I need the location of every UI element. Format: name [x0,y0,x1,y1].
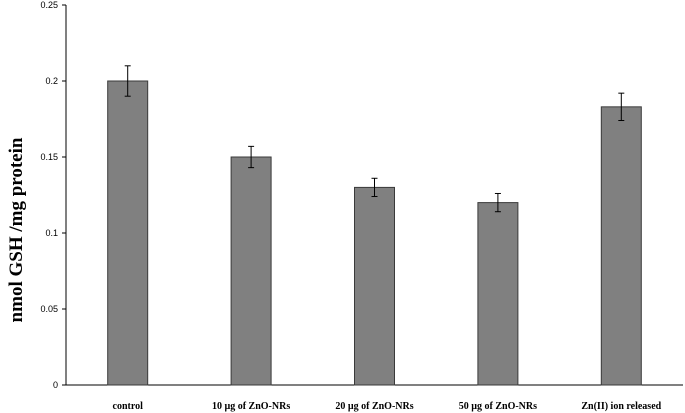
y-tick-label: 0.25 [40,0,58,10]
error-bar [248,145,255,169]
x-tick-label: Zn(II) ion released [581,401,661,412]
error-bar [494,192,501,213]
y-tick-label: 0.15 [40,152,58,162]
error-bar [371,177,378,198]
bar [230,156,272,386]
y-tick-label: 0.05 [40,304,58,314]
y-tick-label: 0 [53,380,58,390]
y-tick-label: 0.2 [45,76,58,86]
x-tick-label: 20 µg of ZnO-NRs [335,401,413,412]
bar [477,202,519,386]
y-tick-labels: 0 0.05 0.1 0.15 0.2 0.25 [40,0,58,390]
x-tick-label: 50 µg of ZnO-NRs [459,401,537,412]
error-bar [618,92,625,122]
bar [354,186,395,386]
error-bars [124,65,625,213]
x-tick-labels: control 10 µg of ZnO-NRs 20 µg of ZnO-NRs 5… [113,401,662,412]
y-axis-label: nmol GSH /mg protein [6,137,27,322]
x-tick-label: control [113,401,144,412]
error-bar [124,65,131,97]
bar [600,106,642,386]
bar [107,80,149,386]
y-tick-label: 0.1 [45,228,58,238]
x-tick-label: 10 µg of ZnO-NRs [212,401,290,412]
bars [107,80,642,386]
